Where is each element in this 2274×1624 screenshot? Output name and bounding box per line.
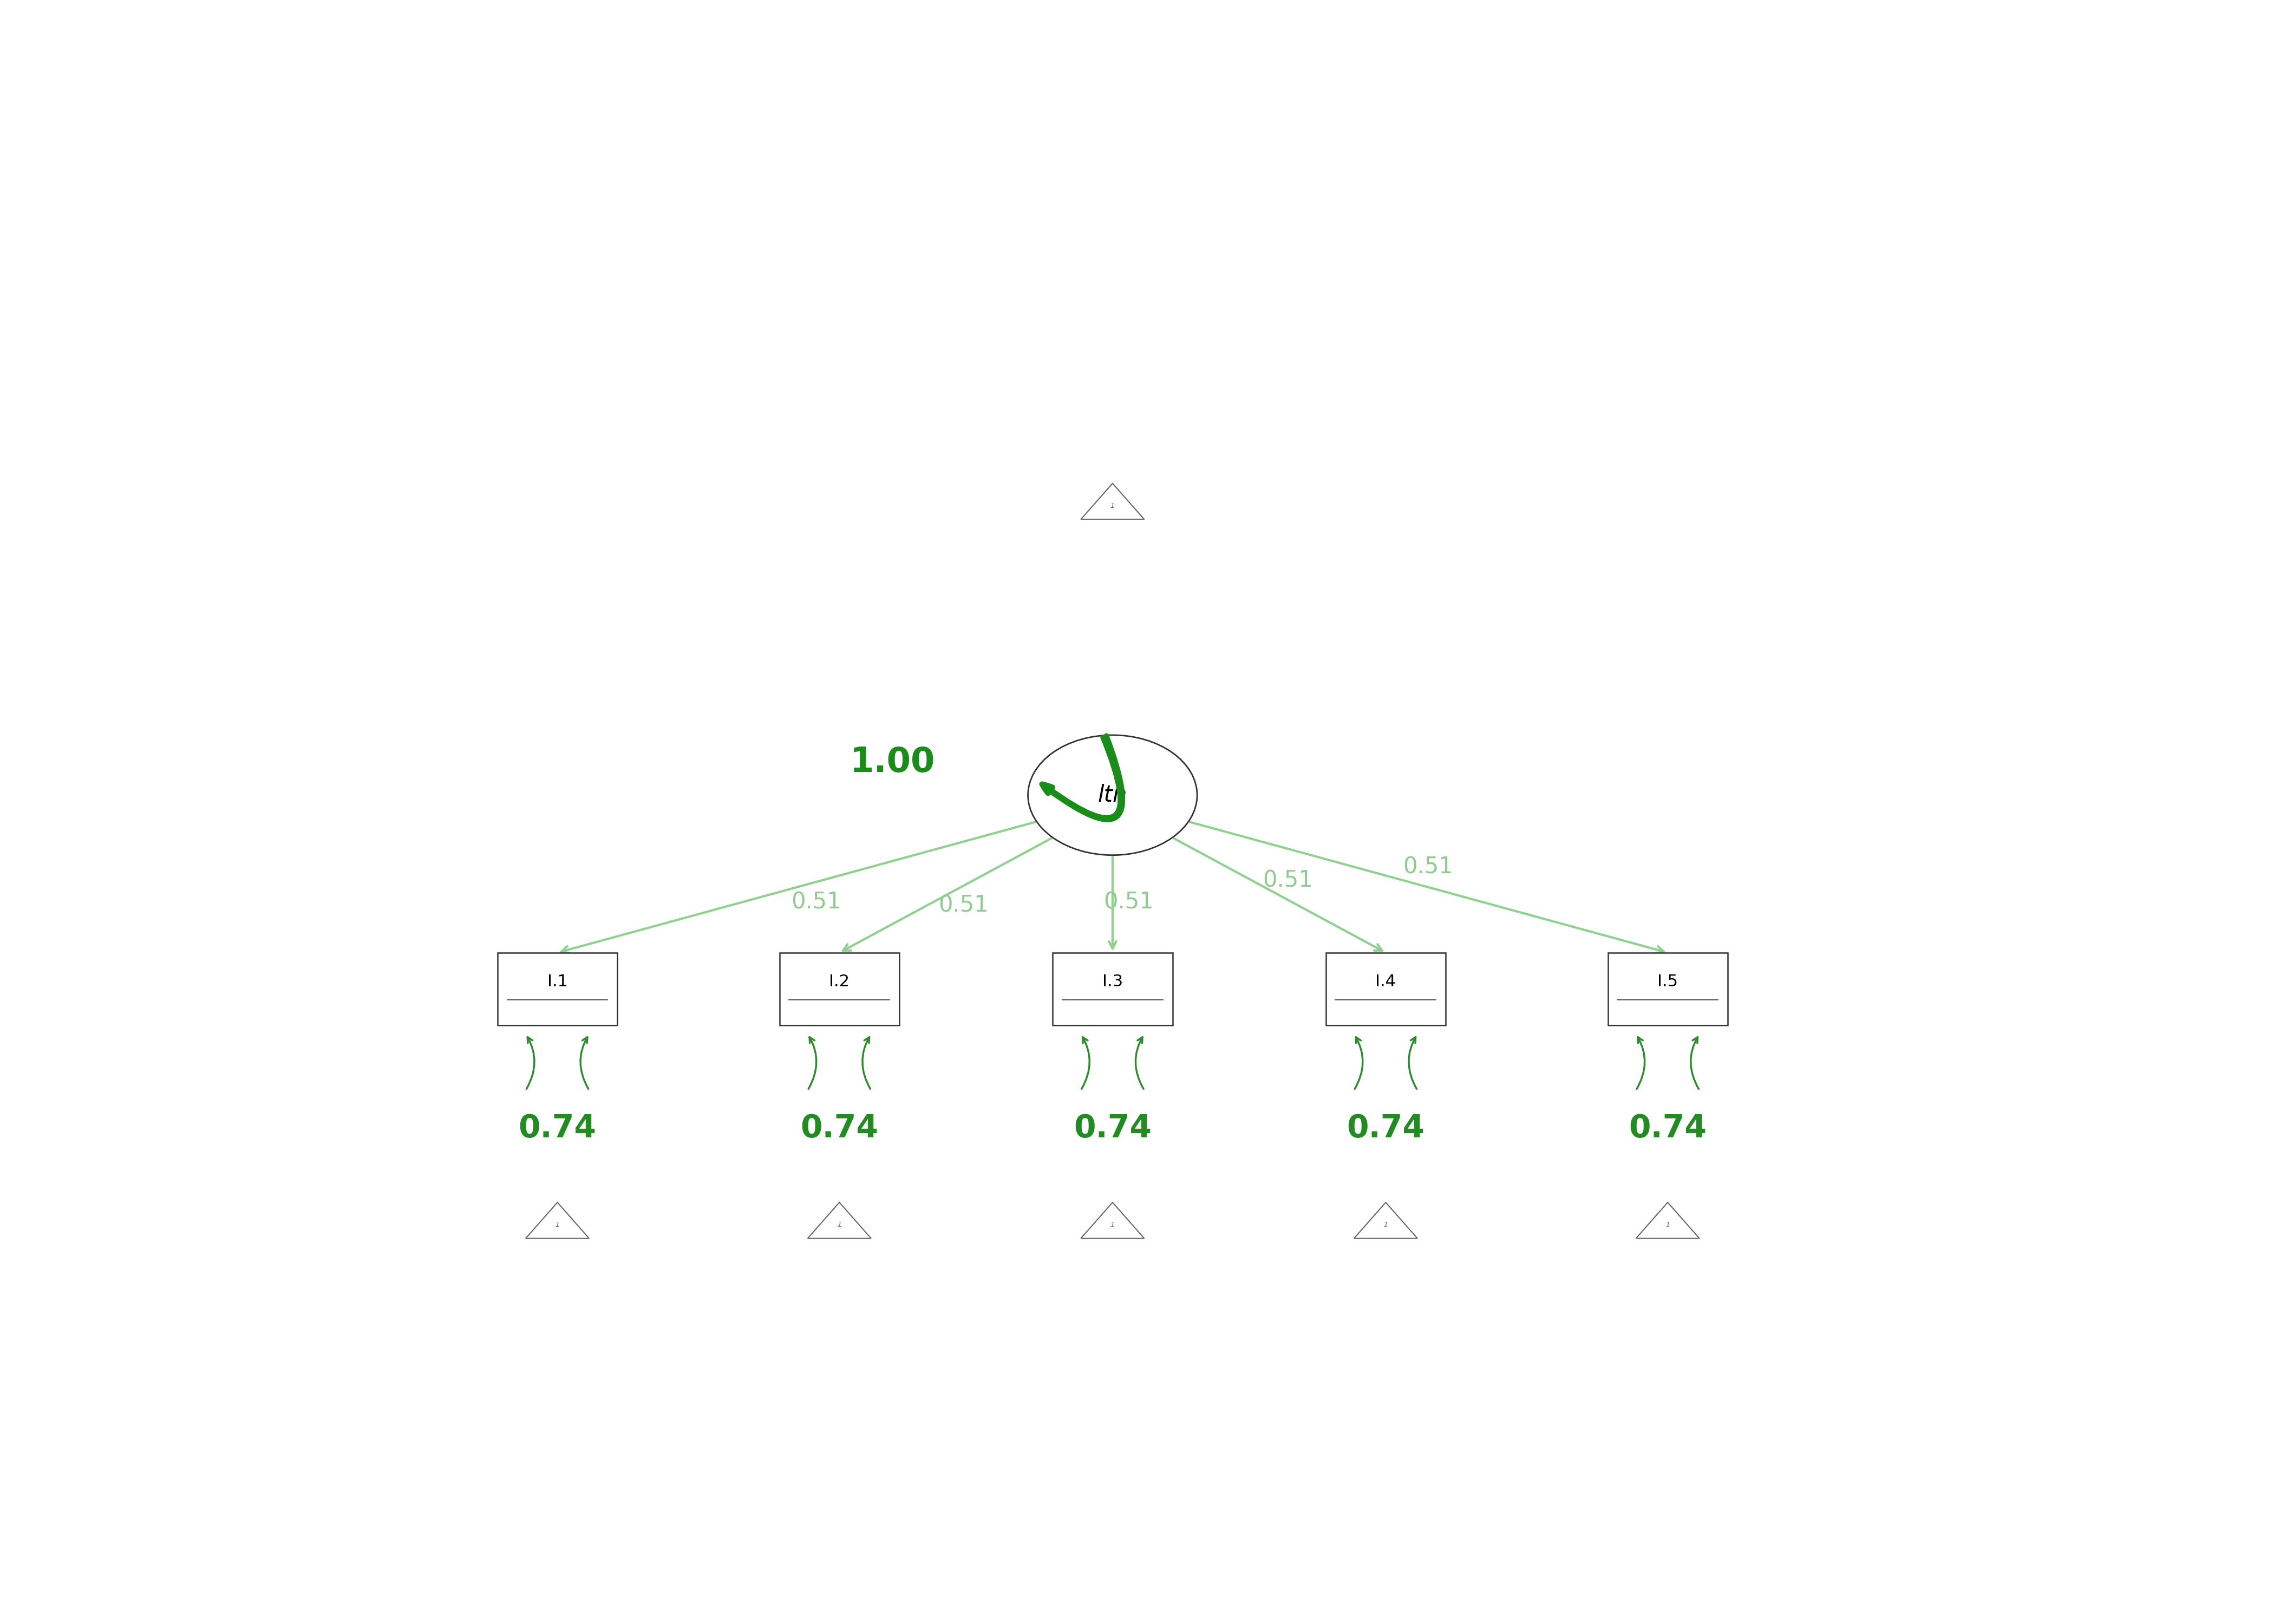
Text: 1: 1: [555, 1221, 559, 1228]
Text: 0.51: 0.51: [1403, 856, 1453, 879]
Bar: [498, 953, 616, 1025]
Text: 1: 1: [1383, 1221, 1387, 1228]
FancyArrowPatch shape: [1041, 736, 1123, 820]
Text: 1: 1: [837, 1221, 841, 1228]
Text: I.2: I.2: [830, 974, 850, 989]
Bar: [1326, 953, 1446, 1025]
Text: I.4: I.4: [1376, 974, 1396, 989]
Circle shape: [1028, 736, 1196, 856]
Bar: [1608, 953, 1728, 1025]
Text: I.5: I.5: [1658, 974, 1678, 989]
Text: 1: 1: [1110, 1221, 1114, 1228]
Bar: [780, 953, 898, 1025]
Text: 0.74: 0.74: [1346, 1112, 1426, 1143]
Text: I.1: I.1: [548, 974, 568, 989]
Text: 0.74: 0.74: [518, 1112, 596, 1143]
Text: ltn: ltn: [1098, 784, 1128, 807]
Text: 0.51: 0.51: [939, 893, 989, 916]
Text: 0.74: 0.74: [1073, 1112, 1151, 1143]
Text: 0.74: 0.74: [1628, 1112, 1708, 1143]
Bar: [1053, 953, 1173, 1025]
Text: 0.51: 0.51: [1262, 869, 1312, 892]
Text: 1.00: 1.00: [850, 745, 935, 780]
Text: 1: 1: [1665, 1221, 1669, 1228]
Text: I.3: I.3: [1103, 974, 1123, 989]
Text: 0.51: 0.51: [1103, 890, 1153, 913]
Text: 0.51: 0.51: [791, 890, 841, 913]
Text: 1: 1: [1110, 502, 1114, 510]
Text: 0.74: 0.74: [800, 1112, 878, 1143]
